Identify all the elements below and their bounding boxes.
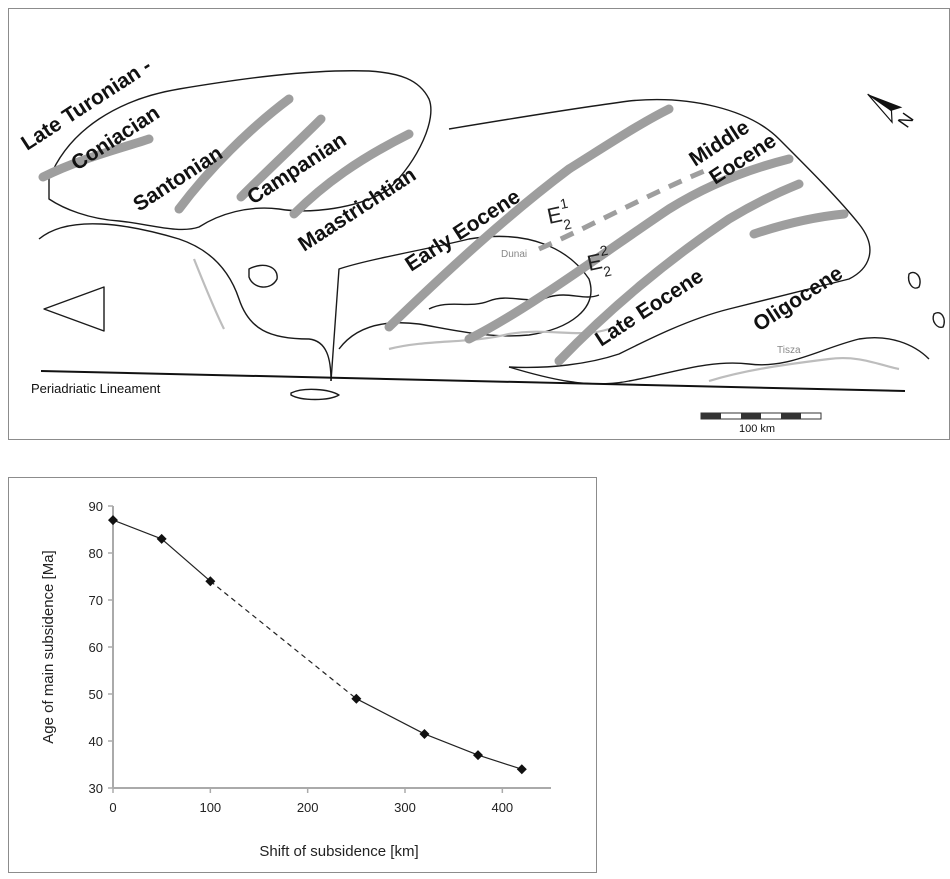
tisza-river [708, 357, 900, 383]
x-axis-ticks: 0 100 200 300 400 [109, 788, 513, 815]
data-point [205, 576, 216, 587]
river-label-tisza: Tisza [777, 345, 801, 356]
svg-text:2: 2 [598, 242, 609, 259]
data-point [516, 764, 527, 775]
adriatic-outline [43, 286, 105, 332]
band-middle-eocene [464, 154, 794, 344]
western-river [192, 258, 225, 330]
small-island-2 [290, 388, 340, 401]
band-early-eocene [384, 104, 674, 332]
north-arrow-icon [867, 93, 903, 124]
subsidence-chart: 30 40 50 60 70 80 90 0 100 200 300 400 Shift of su… [40, 499, 551, 860]
y-tick-label: 60 [89, 640, 103, 655]
small-island-4 [932, 312, 945, 328]
periadriatic-lineament-label: Periadriatic Lineament [31, 381, 161, 396]
svg-text:E: E [585, 248, 605, 276]
band-late-eocene [554, 179, 804, 366]
scale-bar-label: 100 km [739, 423, 775, 435]
small-island-3 [907, 271, 921, 289]
band-santonian [174, 94, 294, 214]
label-maastrichtian: Maastrichtian [294, 163, 420, 256]
band-campanian [236, 114, 326, 202]
data-point [473, 750, 483, 761]
label-oligocene: Oligocene [749, 262, 847, 337]
data-point [108, 515, 118, 526]
small-island-1 [248, 264, 278, 288]
band-late-turonian-coniacian [38, 134, 154, 182]
northern-coastline [48, 70, 432, 231]
island-chain [428, 294, 600, 310]
x-axis-title: Shift of subsidence [km] [259, 843, 418, 860]
label-e2-2: E 2 2 [585, 242, 613, 280]
x-tick-label: 200 [297, 800, 319, 815]
data-series [108, 515, 527, 775]
y-tick-label: 70 [89, 593, 103, 608]
paleogeographic-map: Dunai Tisza Late Turonian - Coniacian Sa… [17, 54, 945, 435]
x-tick-label: 0 [109, 800, 116, 815]
drava-river [388, 327, 610, 351]
series-segment [424, 733, 479, 756]
north-label: N [894, 109, 918, 131]
periadriatic-lineament-line [40, 370, 906, 392]
series-segment [477, 754, 522, 770]
subsidence-chart-panel: 30 40 50 60 70 80 90 0 100 200 300 400 Shift of su… [8, 477, 597, 873]
y-tick-label: 50 [89, 687, 103, 702]
band-oligocene [749, 209, 849, 239]
x-tick-label: 100 [199, 800, 221, 815]
data-point [156, 533, 167, 544]
series-segment-dashed [209, 580, 357, 700]
label-e2-1: E 2 1 [545, 195, 573, 233]
y-tick-label: 30 [89, 781, 103, 796]
x-tick-label: 400 [491, 800, 513, 815]
central-basin-outline [330, 235, 592, 382]
paleogeographic-map-panel: Dunai Tisza Late Turonian - Coniacian Sa… [8, 8, 950, 440]
river-label-drava: Dunai [501, 249, 527, 260]
x-tick-label: 300 [394, 800, 416, 815]
western-landmass-outline [38, 223, 332, 382]
eastern-coastline [448, 98, 871, 369]
y-tick-label: 80 [89, 546, 103, 561]
series-segment [112, 519, 162, 540]
y-tick-label: 40 [89, 734, 103, 749]
data-point [419, 728, 430, 739]
series-segment [356, 698, 425, 735]
y-axis-ticks: 30 40 50 60 70 80 90 [89, 499, 113, 796]
svg-text:E: E [545, 201, 565, 229]
scale-bar [700, 412, 822, 420]
data-point [351, 693, 362, 704]
svg-text:2: 2 [602, 263, 613, 280]
svg-text:2: 2 [562, 216, 573, 233]
svg-text:1: 1 [558, 195, 569, 212]
y-tick-label: 90 [89, 499, 103, 514]
y-axis-title: Age of main subsidence [Ma] [40, 550, 57, 743]
series-segment [161, 538, 211, 582]
band-maastrichtian [289, 129, 414, 219]
